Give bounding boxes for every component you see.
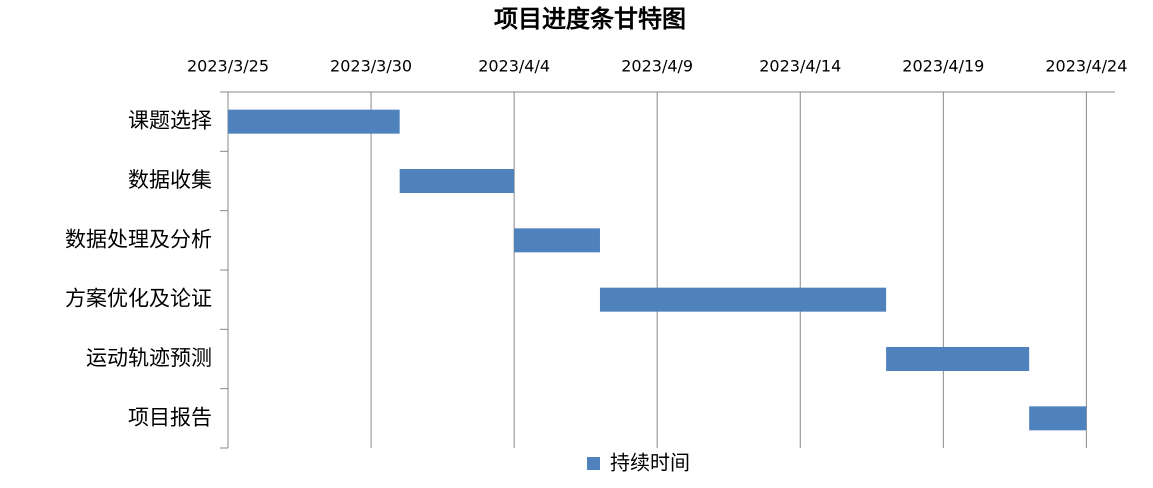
x-tick-label: 2023/3/30 — [330, 57, 412, 76]
bar — [228, 109, 400, 134]
x-tick-label: 2023/4/24 — [1045, 57, 1127, 76]
legend-label: 持续时间 — [610, 451, 690, 475]
bar — [1029, 406, 1087, 431]
x-tick-label: 2023/4/4 — [478, 57, 550, 76]
x-tick-label: 2023/4/19 — [902, 57, 984, 76]
bar — [599, 287, 887, 312]
bar — [514, 228, 600, 253]
y-tick-label: 方案优化及论证 — [65, 287, 212, 311]
x-tick-label: 2023/4/14 — [759, 57, 841, 76]
bar — [886, 347, 1030, 371]
x-tick-label: 2023/3/25 — [187, 57, 269, 76]
y-tick-label: 运动轨迹预测 — [86, 346, 212, 370]
x-tick-label: 2023/4/9 — [621, 57, 693, 76]
y-tick-label: 项目报告 — [128, 405, 212, 429]
chart-title: 项目进度条甘特图 — [494, 5, 686, 33]
y-tick-label: 课题选择 — [128, 109, 212, 133]
legend-swatch — [587, 457, 600, 470]
y-tick-label: 数据收集 — [128, 168, 212, 192]
bar — [399, 169, 515, 193]
y-tick-label: 数据处理及分析 — [65, 227, 212, 251]
